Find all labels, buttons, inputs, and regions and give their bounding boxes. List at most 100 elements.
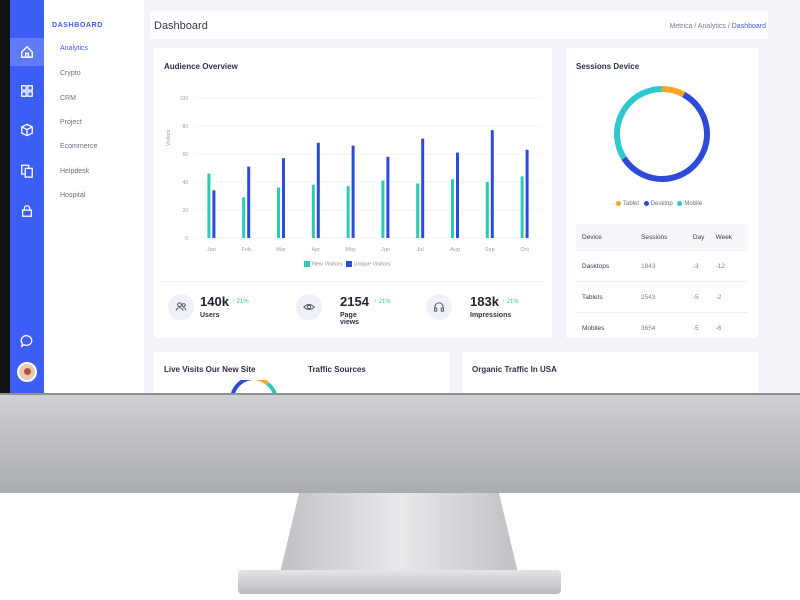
- legend-new-visitors[interactable]: New Visitors: [312, 261, 343, 268]
- grid-icon[interactable]: [18, 82, 36, 100]
- x-tick-label: Mar: [276, 247, 286, 253]
- chat-icon[interactable]: [18, 332, 36, 350]
- breadcrumb-analytics[interactable]: Analytics: [697, 23, 726, 30]
- bar-unique-visitors: [351, 145, 355, 238]
- bar-new-visitors: [451, 179, 454, 238]
- y-tick-label: 0: [185, 236, 188, 242]
- box-icon[interactable]: [18, 121, 36, 139]
- table-cell: 2543: [641, 281, 693, 313]
- table-header: Sessions: [641, 224, 693, 251]
- menu-item-crypto[interactable]: Crypto: [60, 70, 81, 77]
- menu-item-hospital[interactable]: Hospital: [60, 192, 86, 199]
- legend-dot-mobile: [677, 201, 683, 206]
- y-tick-label: 20: [182, 208, 188, 214]
- bar-new-visitors: [346, 186, 350, 238]
- menu-item-project[interactable]: Project: [60, 119, 82, 126]
- chart-legend: New Visitors Unique Visitors: [304, 261, 390, 267]
- monitor-stand-neck: [280, 493, 518, 573]
- table-header: Week: [715, 224, 748, 251]
- traffic-sources-title: Traffic Sources: [308, 365, 366, 374]
- x-tick-label: Jul: [417, 247, 424, 253]
- breadcrumb-dashboard: Dashboard: [731, 23, 766, 30]
- y-tick-label: 60: [182, 152, 188, 158]
- legend-dot-desktop: [643, 201, 649, 206]
- audience-overview-card: Audience Overview Visitors 0 20 40 60 80 100 J…: [154, 48, 552, 338]
- avatar[interactable]: [17, 362, 37, 382]
- stat-impressions-value: 183k: [470, 294, 499, 309]
- bar-new-visitors: [416, 183, 420, 238]
- x-tick-label: Jun: [381, 247, 390, 253]
- divider: [162, 281, 544, 282]
- y-tick-label: 80: [182, 124, 188, 130]
- bar-new-visitors: [242, 197, 246, 238]
- menu-item-helpdesk[interactable]: Helpdesk: [60, 168, 90, 175]
- users-icon: [168, 294, 194, 320]
- sessions-device-card: Sessions Device Tablet Desktop Mobile De…: [566, 48, 758, 343]
- audience-title: Audience Overview: [164, 62, 238, 71]
- x-tick-label: Jan: [207, 247, 216, 253]
- table-header-row: Device Sessions Day Week: [576, 224, 748, 251]
- table-cell: -5: [692, 281, 716, 313]
- bar-unique-visitors: [421, 138, 425, 238]
- bar-unique-visitors: [212, 190, 216, 238]
- menu-item-ecommerce[interactable]: Ecommerce: [60, 143, 98, 150]
- donut-legend: Tablet Desktop Mobile: [616, 201, 702, 207]
- stat-users-label: Users: [200, 312, 220, 319]
- y-tick-label: 40: [182, 180, 188, 186]
- sessions-donut-chart: [614, 86, 710, 182]
- audience-bar-chart: 0 20 40 60 80 100 Jan Feb Mar Apr May Jun Jul Aug Sep O…: [180, 96, 542, 253]
- legend-swatch-unique: [345, 261, 352, 267]
- bar-unique-visitors: [247, 166, 251, 238]
- legend-dot-tablet: [616, 201, 621, 206]
- table-row: Tablets 2543 -5 -2: [576, 281, 748, 313]
- legend-desktop[interactable]: Desktop: [650, 201, 673, 208]
- stat-page-views-change: ↑ 21%: [374, 299, 391, 305]
- dashboard-screen: DASHBOARD Analytics Crypto CRM Project E…: [10, 0, 800, 393]
- table-cell: -2: [715, 281, 748, 313]
- x-tick-label: Aug: [450, 247, 460, 253]
- headphones-icon: [426, 294, 452, 320]
- donut-slice-tablet: [661, 86, 686, 98]
- table-cell: -5: [692, 312, 716, 343]
- y-tick-label: 100: [180, 96, 189, 102]
- monitor-chin-edge: [0, 393, 800, 395]
- stat-impressions-change: ↑ 21%: [502, 299, 519, 305]
- bar-new-visitors: [520, 176, 524, 238]
- bar-unique-visitors: [456, 152, 459, 238]
- menu-section-label: DASHBOARD: [52, 22, 103, 29]
- home-icon[interactable]: [18, 43, 36, 61]
- stat-impressions-label: Impressions: [470, 312, 512, 319]
- x-tick-label: Feb: [241, 247, 250, 253]
- bar-new-visitors: [207, 173, 211, 238]
- stat-page-views-label: Page views: [340, 312, 360, 326]
- monitor-chin: [0, 393, 800, 493]
- x-tick-label: Apr: [312, 247, 321, 253]
- bar-unique-visitors: [282, 158, 285, 238]
- menu-item-crm[interactable]: CRM: [60, 95, 76, 102]
- breadcrumb-metrica[interactable]: Metrica: [669, 23, 693, 30]
- page-title: Dashboard: [154, 20, 208, 32]
- x-tick-label: Sep: [485, 247, 495, 253]
- breadcrumb-separator: /: [727, 23, 730, 30]
- table-cell: Mobiles: [576, 312, 642, 343]
- donut-slice-desktop: [621, 91, 710, 182]
- table-cell: Dasktops: [576, 250, 642, 282]
- lock-icon[interactable]: [18, 202, 36, 220]
- sessions-title: Sessions Device: [576, 62, 640, 71]
- bar-new-visitors: [381, 180, 385, 238]
- live-visits-card: Live Visits Our New Site Traffic Sources: [154, 352, 450, 393]
- legend-unique-visitors[interactable]: Unique Visitors: [353, 261, 391, 268]
- table-cell: -12: [715, 250, 748, 282]
- bar-new-visitors: [277, 187, 280, 238]
- copy-icon[interactable]: [18, 162, 36, 180]
- legend-tablet[interactable]: Tablet: [623, 201, 640, 208]
- menu-item-analytics[interactable]: Analytics: [60, 45, 89, 52]
- table-cell: -3: [692, 250, 716, 282]
- stat-users-change: ↑ 21%: [232, 299, 249, 305]
- live-visits-gauge: [231, 380, 277, 393]
- table-header: Device: [576, 224, 642, 251]
- live-visits-title: Live Visits Our New Site: [164, 365, 256, 374]
- legend-mobile[interactable]: Mobile: [684, 201, 703, 208]
- rail-active-highlight: [10, 38, 44, 66]
- eye-icon: [296, 294, 322, 320]
